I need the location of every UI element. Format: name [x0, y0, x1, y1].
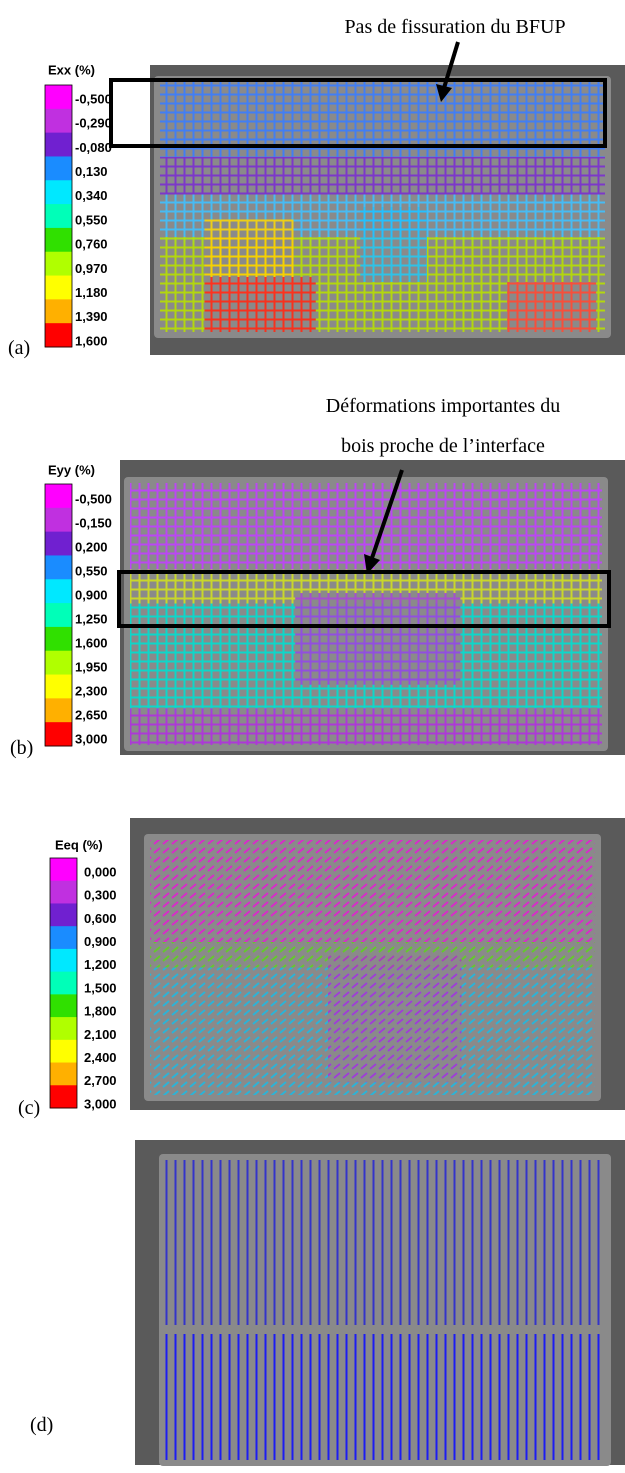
colorbar-frame: [49, 857, 78, 1109]
colorbar-frame: [44, 483, 73, 747]
legend-label: 1,800: [84, 1004, 117, 1019]
colorbar-segment: [45, 227, 72, 253]
highlight-box: [117, 570, 611, 628]
strain-field: [165, 1334, 605, 1460]
arrow: [370, 469, 404, 559]
legend-label: 0,970: [75, 261, 108, 276]
legend-label: -0,500: [75, 91, 112, 106]
legend-label: 0,300: [84, 888, 117, 903]
legend-label: 0,000: [84, 864, 117, 879]
legend-label: -0,080: [75, 140, 112, 155]
strain-field: [160, 157, 605, 195]
colorbar-segment: [45, 531, 72, 556]
colorbar-segment: [45, 674, 72, 699]
colorbar-segment: [45, 299, 72, 324]
colorbar-segment: [45, 156, 72, 181]
colorbar-segment: [50, 858, 77, 882]
colorbar-segment: [50, 1085, 77, 1109]
colorbar-segment: [45, 132, 72, 157]
annotation: bois proche de l’interface: [341, 435, 545, 457]
legend-label: 0,550: [75, 212, 108, 227]
legend-title: Eyy (%): [48, 462, 95, 477]
legend-label: 1,950: [75, 659, 108, 674]
legend-label: 3,000: [75, 731, 108, 746]
colorbar-segment: [50, 1017, 77, 1041]
strain-field: [328, 954, 462, 1083]
legend-label: 1,600: [75, 635, 108, 650]
colorbar-segment: [45, 626, 72, 652]
arrow-head: [364, 554, 380, 574]
legend-label: 1,250: [75, 611, 108, 626]
legend-title: Eeq (%): [55, 837, 103, 852]
colorbar-segment: [45, 650, 72, 676]
colorbar-segment: [45, 251, 72, 277]
legend-label: 0,550: [75, 563, 108, 578]
legend-label: 1,200: [84, 957, 117, 972]
colorbar-segment: [50, 926, 77, 950]
colorbar-segment: [45, 579, 72, 604]
strain-field: [130, 708, 602, 745]
legend-label: 1,600: [75, 333, 108, 348]
legend-label: 0,600: [84, 911, 117, 926]
colorbar-segment: [50, 903, 77, 927]
legend-label: 2,100: [84, 1027, 117, 1042]
arrow: [442, 41, 460, 89]
strain-field: [165, 1160, 605, 1325]
legend-label: -0,500: [75, 491, 112, 506]
colorbar-segment: [50, 948, 77, 973]
highlight-box: [109, 78, 607, 148]
legend-label: 2,300: [75, 683, 108, 698]
annotation: Déformations importantes du: [326, 395, 560, 417]
legend-label: 2,700: [84, 1073, 117, 1088]
legend-label: 0,130: [75, 164, 108, 179]
legend-title: Exx (%): [48, 62, 95, 77]
strain-field: [360, 207, 427, 282]
annotation: Pas de fissuration du BFUP: [344, 16, 565, 38]
strain-field: [507, 282, 597, 332]
colorbar-segment: [45, 275, 72, 300]
legend-label: 0,900: [75, 587, 108, 602]
panel-label: (b): [10, 737, 33, 759]
colorbar-segment: [45, 698, 72, 723]
colorbar-segment: [45, 722, 72, 747]
colorbar-frame: [44, 84, 73, 348]
colorbar-segment: [50, 994, 77, 1018]
colorbar-segment: [45, 484, 72, 509]
colorbar-segment: [50, 1062, 77, 1086]
panel-label: (a): [8, 337, 30, 359]
legend-label: 3,000: [84, 1096, 117, 1111]
colorbar-segment: [45, 603, 72, 628]
legend-label: 2,650: [75, 707, 108, 722]
legend-label: 0,760: [75, 237, 108, 252]
colorbar-segment: [45, 108, 72, 134]
legend-label: 2,400: [84, 1050, 117, 1065]
legend-label: 1,390: [75, 309, 108, 324]
strain-field: [204, 277, 316, 332]
colorbar-segment: [45, 323, 72, 348]
panel-label: (d): [30, 1414, 53, 1436]
colorbar-segment: [50, 880, 77, 904]
strain-field: [295, 593, 461, 685]
strain-field: [150, 840, 595, 942]
colorbar-segment: [45, 555, 72, 580]
arrow-head: [436, 84, 452, 102]
legend-label: 1,500: [84, 980, 117, 995]
colorbar-segment: [45, 180, 72, 205]
legend-label: -0,150: [75, 515, 112, 530]
colorbar-segment: [50, 1039, 77, 1064]
panel-label: (c): [18, 1097, 40, 1119]
legend-label: 1,180: [75, 285, 108, 300]
colorbar-segment: [45, 507, 72, 533]
legend-label: 0,200: [75, 539, 108, 554]
legend-label: 0,340: [75, 188, 108, 203]
legend-label: 0,900: [84, 934, 117, 949]
colorbar-segment: [45, 204, 72, 229]
colorbar-segment: [45, 85, 72, 110]
colorbar-segment: [50, 971, 77, 995]
legend-label: -0,290: [75, 116, 112, 131]
